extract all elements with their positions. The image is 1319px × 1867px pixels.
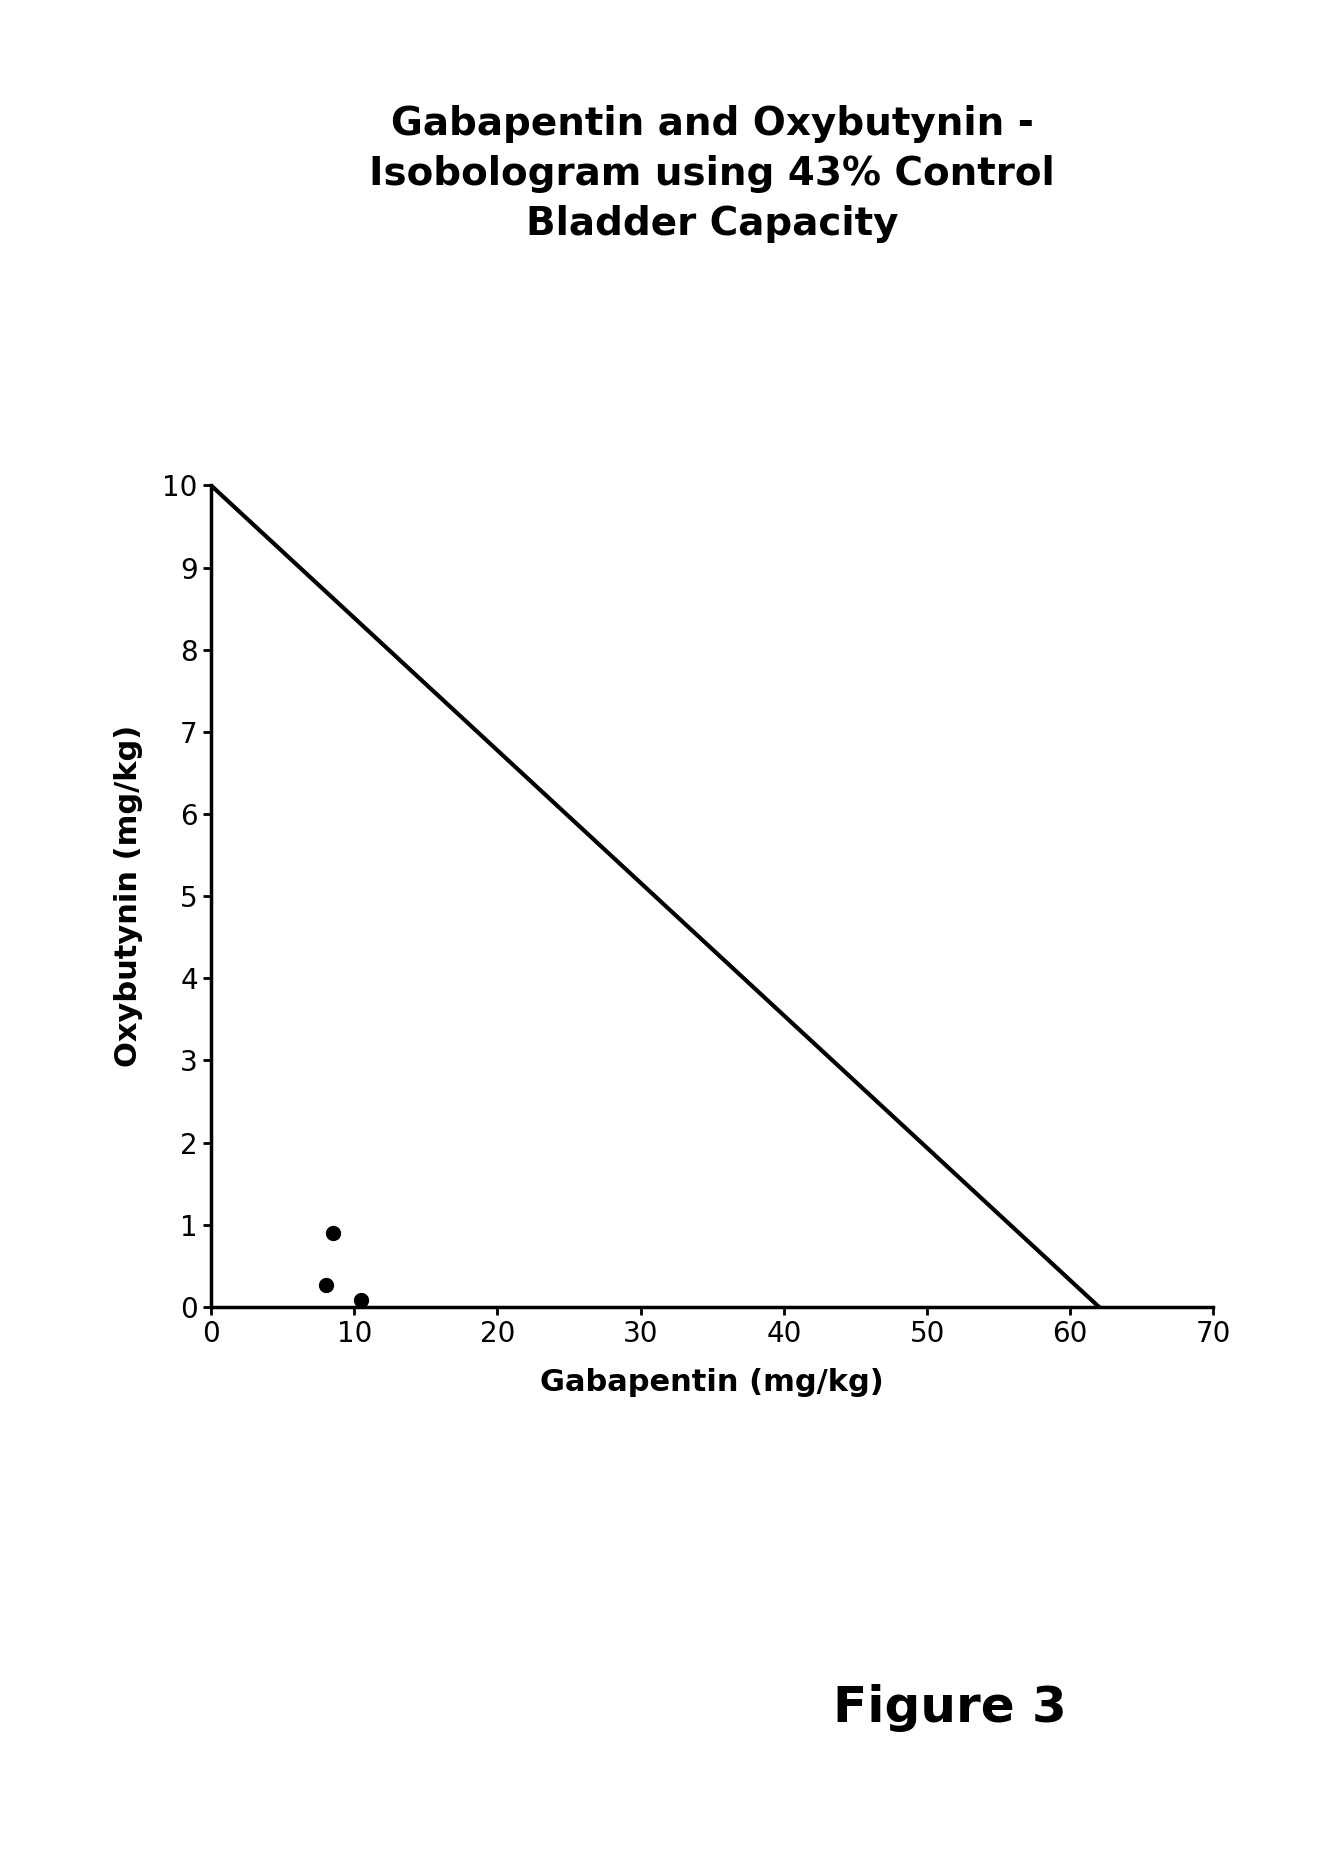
Point	[322, 1217, 343, 1247]
Point	[351, 1284, 372, 1314]
Text: Gabapentin and Oxybutynin -
Isobologram using 43% Control
Bladder Capacity: Gabapentin and Oxybutynin - Isobologram …	[369, 105, 1055, 243]
Y-axis label: Oxybutynin (mg/kg): Oxybutynin (mg/kg)	[113, 724, 142, 1068]
Text: Figure 3: Figure 3	[832, 1684, 1067, 1733]
Point	[315, 1270, 336, 1299]
X-axis label: Gabapentin (mg/kg): Gabapentin (mg/kg)	[541, 1367, 884, 1397]
